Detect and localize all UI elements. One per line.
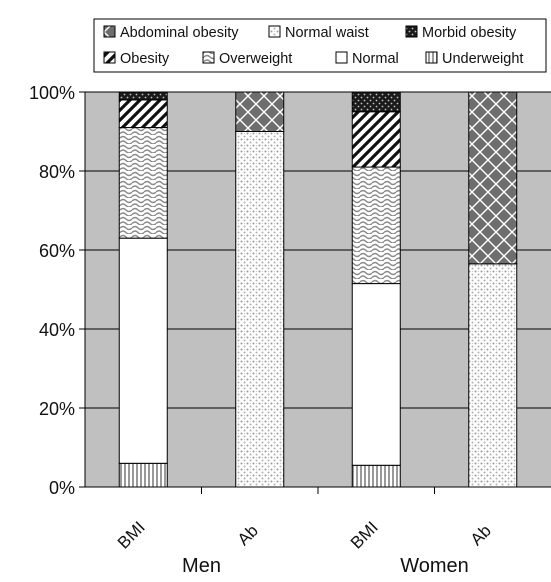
x-tick-label: Ab xyxy=(467,521,495,549)
legend-item-overweight: Overweight xyxy=(202,51,292,67)
legend-swatch xyxy=(202,51,215,64)
legend-label: Underweight xyxy=(442,51,523,67)
bar-segment-normal xyxy=(351,283,401,466)
bars xyxy=(118,91,518,488)
bar-segment-overweight xyxy=(351,166,401,285)
legend-item-abdominal: Abdominal obesity xyxy=(103,25,239,41)
bar-segment-obesity xyxy=(118,99,168,129)
bar-segment-normal xyxy=(118,237,168,464)
legend-swatch xyxy=(425,51,438,64)
bar-segment-abdominal xyxy=(468,91,518,265)
legend-label: Overweight xyxy=(219,51,292,67)
bar-segment-normalwaist xyxy=(235,131,285,488)
legend-label: Normal waist xyxy=(285,25,369,41)
legend-label: Obesity xyxy=(120,51,170,67)
group-label: Women xyxy=(400,555,469,577)
legend: Abdominal obesity Normal waist Morbid obes… xyxy=(93,18,547,73)
x-tick-label: BMI xyxy=(347,518,382,553)
group-label: Men xyxy=(182,555,221,577)
y-tick-label: 100% xyxy=(29,83,75,103)
y-tick-label: 20% xyxy=(39,399,75,419)
legend-item-normal: Normal xyxy=(335,51,399,67)
x-tick-label: BMI xyxy=(114,518,149,553)
bar-segment-overweight xyxy=(118,127,168,239)
legend-item-obesity: Obesity xyxy=(103,51,170,67)
legend-swatch xyxy=(268,25,281,38)
legend-item-morbid: Morbid obesity xyxy=(405,25,517,41)
x-axis-ticks xyxy=(201,487,435,494)
legend-item-normalwaist: Normal waist xyxy=(268,25,369,41)
x-tick-label: Ab xyxy=(234,521,262,549)
legend-swatch xyxy=(335,51,348,64)
y-tick-label: 0% xyxy=(49,478,75,498)
bar-segment-underweight xyxy=(351,464,401,488)
y-tick-label: 60% xyxy=(39,241,75,261)
y-axis-ticks: 0% 20% 40% 60% 80% 100% xyxy=(29,83,85,498)
legend-swatch xyxy=(405,25,418,38)
legend-box xyxy=(93,18,547,73)
legend-item-underweight: Underweight xyxy=(425,51,523,67)
bar-segment-morbid xyxy=(351,91,401,113)
y-tick-label: 40% xyxy=(39,320,75,340)
bar-segment-abdominal xyxy=(235,91,285,132)
legend-label: Morbid obesity xyxy=(422,25,517,41)
bar-segment-normalwaist xyxy=(468,263,518,488)
bar-segment-morbid xyxy=(118,91,168,101)
legend-label: Normal xyxy=(352,51,399,67)
group-labels: Men Women xyxy=(182,555,469,577)
legend-swatch xyxy=(103,51,116,64)
bar-segment-obesity xyxy=(351,111,401,168)
x-axis-labels: BMI Ab BMI Ab xyxy=(114,518,495,553)
y-tick-label: 80% xyxy=(39,162,75,182)
bar-segment-underweight xyxy=(118,462,168,488)
legend-label: Abdominal obesity xyxy=(120,25,239,41)
legend-swatch xyxy=(103,25,116,38)
